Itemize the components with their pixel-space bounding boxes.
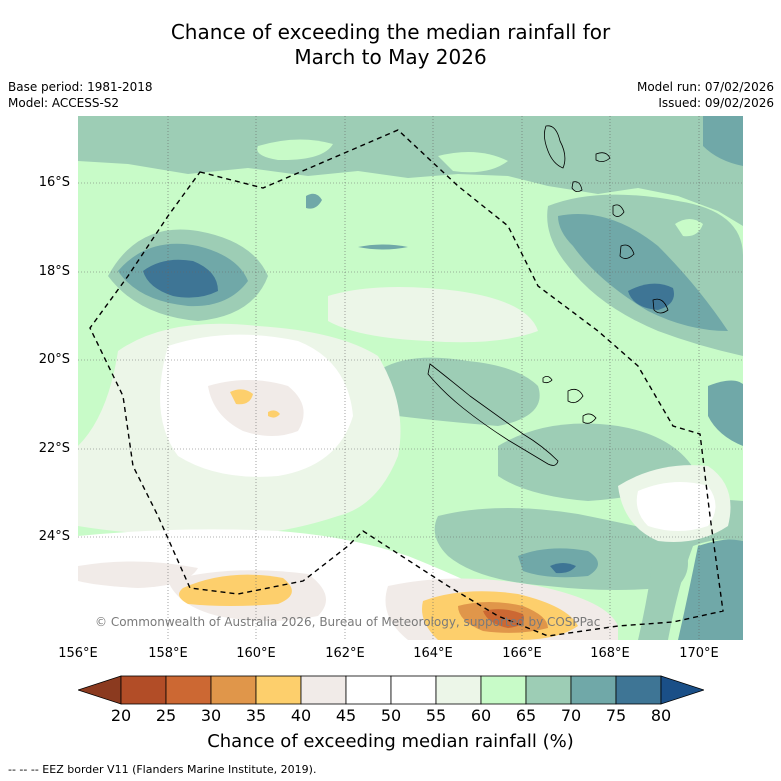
title-line-2: March to May 2026 xyxy=(294,45,487,69)
map-title: Chance of exceeding the median rainfall … xyxy=(0,20,781,70)
zone-70-75-se-corner xyxy=(678,539,743,640)
zone-35-40-c xyxy=(179,574,292,606)
colorbar-cell-75 xyxy=(615,675,662,705)
zone-light-blob-1 xyxy=(257,139,333,161)
colorbar-cell-55 xyxy=(435,675,482,705)
zone-65-70-central xyxy=(375,357,540,426)
colorbar-title: Chance of exceeding median rainfall (%) xyxy=(207,731,574,752)
zone-75-80-west xyxy=(143,259,218,298)
copyright-notice: © Commonwealth of Australia 2026, Bureau… xyxy=(95,615,601,629)
cb-label-40: 40 xyxy=(290,706,312,725)
lon-label-168: 168°E xyxy=(590,646,630,661)
cb-label-50: 50 xyxy=(380,706,402,725)
vanuatu-island-3 xyxy=(571,181,583,192)
colorbar-cell-45 xyxy=(345,675,392,705)
eez-border xyxy=(89,129,724,637)
title-line-1: Chance of exceeding the median rainfall … xyxy=(170,20,611,44)
zone-light-blob-2 xyxy=(438,152,508,173)
loyalty-island-1 xyxy=(567,388,584,404)
model-run: Model run: 07/02/2026 xyxy=(636,80,774,94)
vanuatu-island-6 xyxy=(652,298,669,314)
lat-label-22: 22°S xyxy=(38,441,70,456)
zone-45-55-se xyxy=(636,482,716,531)
zone-teal-strip xyxy=(358,244,408,250)
vanuatu-island-5 xyxy=(619,244,635,259)
colorbar xyxy=(78,675,704,705)
lon-label-166: 166°E xyxy=(502,646,542,661)
vanuatu-island-1 xyxy=(544,125,566,169)
lon-label-160: 160°E xyxy=(236,646,276,661)
zone-75-80-east xyxy=(628,283,674,310)
cb-label-45: 45 xyxy=(335,706,357,725)
lon-label-158: 158°E xyxy=(148,646,188,661)
cb-label-75: 75 xyxy=(605,706,627,725)
colorbar-cell-30 xyxy=(210,675,257,705)
zone-70-75-far-east xyxy=(703,116,743,166)
colorbar-cell-20 xyxy=(120,675,167,705)
zone-75-80-south-dot xyxy=(550,563,576,574)
cb-label-55: 55 xyxy=(425,706,447,725)
cb-label-65: 65 xyxy=(515,706,537,725)
colorbar-cell-40 xyxy=(300,675,347,705)
model-name: Model: ACCESS-S2 xyxy=(8,96,120,110)
zone-35-40-a xyxy=(230,389,253,405)
lon-label-156: 156°E xyxy=(58,646,98,661)
zone-65-70-north xyxy=(78,116,743,226)
lon-label-170: 170°E xyxy=(679,646,719,661)
colorbar-over-triangle xyxy=(660,675,704,705)
zone-70-75-east xyxy=(558,214,728,331)
lon-label-164: 164°E xyxy=(413,646,453,661)
colorbar-cell-60 xyxy=(480,675,527,705)
loyalty-island-3 xyxy=(542,376,553,384)
meta-left: Base period: 1981-2018 Model: ACCESS-S2 xyxy=(8,79,153,111)
zone-teal-spot-n xyxy=(306,193,322,209)
eez-legend: -- -- -- EEZ border V11 (Flanders Marine… xyxy=(8,763,317,776)
lat-label-20: 20°S xyxy=(38,352,70,367)
colorbar-cell-25 xyxy=(165,675,212,705)
meta-right: Model run: 07/02/2026 Issued: 09/02/2026 xyxy=(637,79,774,111)
cb-label-70: 70 xyxy=(560,706,582,725)
colorbar-cell-50 xyxy=(390,675,437,705)
vanuatu-island-2 xyxy=(595,152,611,162)
zone-light-spot-ne xyxy=(675,219,703,237)
lon-label-162: 162°E xyxy=(325,646,365,661)
colorbar-under-triangle xyxy=(78,675,122,705)
zone-35-40-b xyxy=(268,410,280,418)
lat-label-24: 24°S xyxy=(38,529,70,544)
cb-label-80: 80 xyxy=(650,706,672,725)
cb-label-35: 35 xyxy=(245,706,267,725)
issued-date: Issued: 09/02/2026 xyxy=(658,96,774,110)
lat-label-18: 18°S xyxy=(38,264,70,279)
cb-label-25: 25 xyxy=(155,706,177,725)
loyalty-island-2 xyxy=(582,413,597,424)
new-caledonia-island xyxy=(427,363,559,466)
colorbar-cell-35 xyxy=(255,675,302,705)
cb-label-60: 60 xyxy=(470,706,492,725)
cb-label-20: 20 xyxy=(110,706,132,725)
lat-label-16: 16°S xyxy=(38,175,70,190)
rainfall-map xyxy=(78,116,743,640)
colorbar-cell-70 xyxy=(570,675,617,705)
cb-label-30: 30 xyxy=(200,706,222,725)
zone-70-75-south-blob xyxy=(518,548,598,578)
colorbar-cell-65 xyxy=(525,675,572,705)
vanuatu-island-4 xyxy=(612,204,625,217)
base-period: Base period: 1981-2018 xyxy=(8,80,153,94)
zone-70-75-se-edge xyxy=(708,380,743,446)
